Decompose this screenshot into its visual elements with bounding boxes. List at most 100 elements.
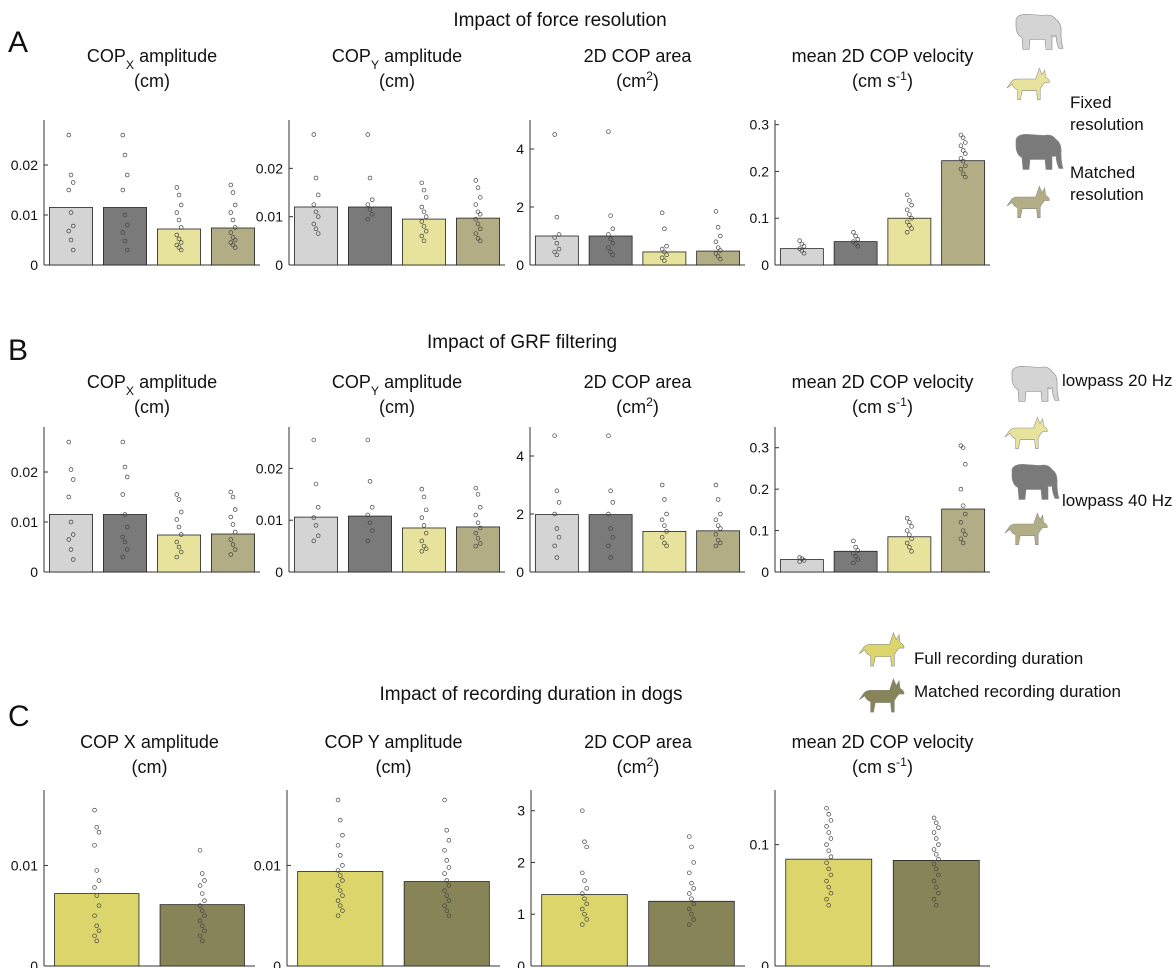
data-point: [92, 843, 97, 848]
y-tick-label: 2: [516, 199, 524, 215]
data-point: [659, 534, 665, 540]
chart-b-1: COPX amplitude(cm) 0 0.01 0.02: [11, 372, 260, 580]
data-point: [311, 538, 317, 544]
data-point: [444, 908, 450, 913]
data-point: [554, 488, 560, 494]
chart-title-line: COPY amplitude: [332, 372, 462, 398]
data-point: [475, 536, 481, 541]
data-point: [369, 505, 375, 510]
data-point: [442, 797, 447, 803]
data-point: [68, 172, 74, 178]
data-point: [473, 543, 479, 549]
dog-icon: [858, 632, 905, 667]
data-point: [960, 540, 966, 546]
y-tick-label: 0.01: [254, 857, 281, 873]
data-point: [365, 202, 371, 207]
data-point: [176, 544, 182, 550]
data-point: [176, 192, 182, 198]
chart-title-line: COPY amplitude: [332, 46, 462, 72]
legend-label: Matched recording duration: [914, 682, 1121, 701]
data-point: [958, 536, 964, 542]
data-point: [446, 883, 452, 888]
data-point: [70, 532, 76, 537]
data-point: [824, 824, 829, 829]
data-point: [122, 238, 128, 244]
data-point: [202, 913, 207, 918]
data-point: [228, 514, 234, 520]
chart-title-line: (cm): [132, 757, 168, 777]
y-tick-label: 0.1: [750, 837, 770, 853]
data-point: [552, 249, 557, 255]
data-point: [855, 557, 861, 562]
data-point: [369, 197, 375, 203]
chart-c-2: COP Y amplitude (cm) 0 0.01: [254, 732, 500, 968]
data-point: [174, 539, 180, 545]
data-point: [904, 230, 910, 235]
data-point: [423, 214, 429, 219]
bar: [401, 527, 446, 573]
data-point: [68, 547, 74, 552]
data-point: [232, 225, 238, 230]
data-point: [904, 515, 910, 521]
data-point: [473, 202, 479, 207]
data-point: [552, 543, 557, 549]
bar: [941, 160, 986, 266]
data-point: [340, 863, 345, 868]
data-point: [68, 237, 74, 243]
data-point: [689, 911, 694, 917]
legend-entry: lowpass 40 Hz: [1004, 463, 1173, 546]
data-point: [197, 903, 203, 908]
data-point: [313, 209, 319, 215]
data-point: [963, 151, 968, 156]
data-point: [200, 923, 205, 929]
data-point: [909, 549, 914, 554]
data-point: [958, 166, 964, 172]
data-point: [232, 245, 238, 250]
chart-title-line: COP Y amplitude: [324, 732, 462, 752]
data-point: [477, 505, 483, 510]
data-point: [909, 202, 914, 208]
data-point: [120, 132, 126, 138]
data-point: [960, 445, 966, 450]
bar: [696, 530, 741, 573]
panel-title: Impact of force resolution: [453, 10, 666, 31]
legend-label: lowpass 40 Hz: [1062, 491, 1173, 510]
data-point: [335, 883, 341, 888]
y-tick-label: 0.2: [750, 163, 770, 179]
data-point: [552, 433, 557, 438]
data-point: [66, 228, 72, 234]
data-point: [662, 497, 667, 502]
data-point: [933, 903, 939, 908]
bar: [293, 206, 338, 266]
chart-title-line: 2D COP area: [584, 732, 693, 752]
data-point: [936, 872, 941, 878]
data-point: [446, 898, 452, 903]
bar: [541, 894, 628, 967]
data-point: [200, 871, 205, 876]
panel-c: C Impact of recording duration in dogs Ful…: [8, 632, 1121, 733]
data-point: [606, 433, 611, 438]
data-point: [92, 807, 97, 813]
data-point: [824, 896, 829, 902]
data-point: [423, 228, 429, 234]
data-point: [904, 192, 910, 198]
legend-entry: Fixed resolution: [1006, 13, 1144, 134]
chart-a-1: COPX amplitude(cm) 0 0.01 0.02: [11, 46, 260, 273]
data-point: [580, 906, 585, 912]
y-tick-label: 2: [516, 506, 524, 522]
data-point: [606, 129, 611, 134]
legend-label: Matched: [1070, 163, 1135, 182]
data-point: [94, 868, 99, 873]
data-point: [475, 221, 481, 227]
legend-label: Fixed: [1070, 93, 1112, 112]
data-point: [335, 913, 341, 918]
data-point: [230, 242, 236, 248]
chart-b-2: COPY amplitude(cm) 0 0.01 0.02: [256, 372, 505, 580]
data-point: [659, 246, 665, 252]
data-point: [96, 928, 102, 934]
chart-c-1: COP X amplitude (cm) 0 0.01: [11, 732, 255, 968]
data-point: [851, 560, 856, 566]
data-point: [232, 507, 238, 512]
data-point: [68, 210, 74, 215]
data-point: [907, 222, 912, 228]
